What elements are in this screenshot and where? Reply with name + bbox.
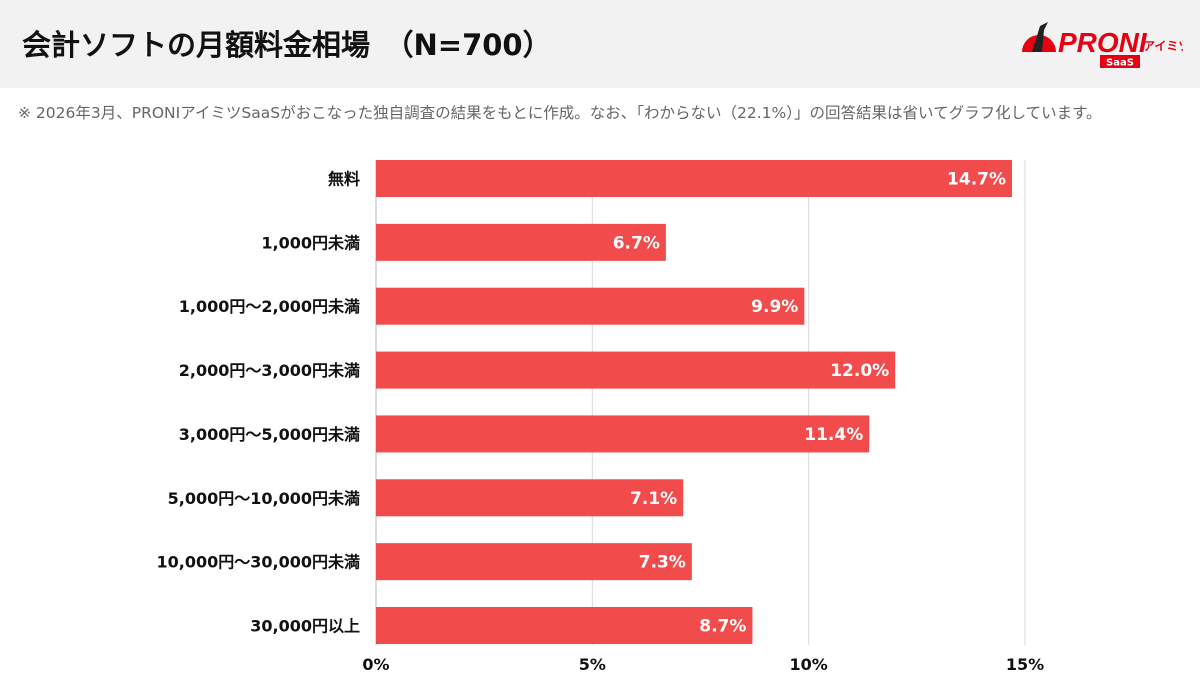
category-label: 2,000円〜3,000円未満: [179, 361, 360, 380]
category-label: 1,000円〜2,000円未満: [179, 297, 360, 316]
x-tick-label: 5%: [579, 655, 606, 674]
category-label: 10,000円〜30,000円未満: [157, 553, 361, 572]
bar: [376, 607, 753, 645]
page-title: 会計ソフトの月額料金相場 （N=700）: [22, 28, 552, 62]
bar: [376, 223, 666, 261]
category-label: 1,000円未満: [261, 233, 360, 252]
category-label: 5,000円〜10,000円未満: [168, 489, 360, 508]
data-label: 9.9%: [751, 297, 798, 317]
svg-text:PRONI: PRONI: [1058, 27, 1148, 58]
bar: [376, 543, 692, 581]
data-label: 7.1%: [630, 489, 677, 509]
svg-text:SaaS: SaaS: [1106, 58, 1134, 69]
bar: [376, 287, 805, 325]
bar: [376, 351, 896, 389]
data-label: 8.7%: [699, 617, 746, 637]
svg-text:アイミツ: アイミツ: [1143, 39, 1183, 53]
category-label: 30,000円以上: [250, 617, 360, 636]
bar: [376, 415, 870, 453]
x-tick-label: 0%: [362, 655, 389, 674]
data-label: 14.7%: [947, 170, 1006, 190]
header: 会計ソフトの月額料金相場 （N=700） PRONI アイミツ SaaS: [0, 0, 1200, 88]
category-label: 無料: [328, 170, 360, 189]
data-label: 6.7%: [613, 233, 660, 253]
x-tick-label: 10%: [790, 655, 828, 674]
proni-logo: PRONI アイミツ SaaS: [1022, 22, 1183, 69]
bar: [376, 479, 684, 517]
data-label: 11.4%: [804, 425, 863, 445]
survey-note: ※ 2026年3月、PRONIアイミツSaaSがおこなった独自調査の結果をもとに…: [18, 104, 1102, 122]
data-label: 12.0%: [830, 361, 889, 381]
data-label: 7.3%: [639, 553, 686, 573]
bar: [376, 160, 1013, 197]
category-label: 3,000円〜5,000円未満: [179, 425, 360, 444]
x-tick-label: 15%: [1006, 655, 1044, 674]
